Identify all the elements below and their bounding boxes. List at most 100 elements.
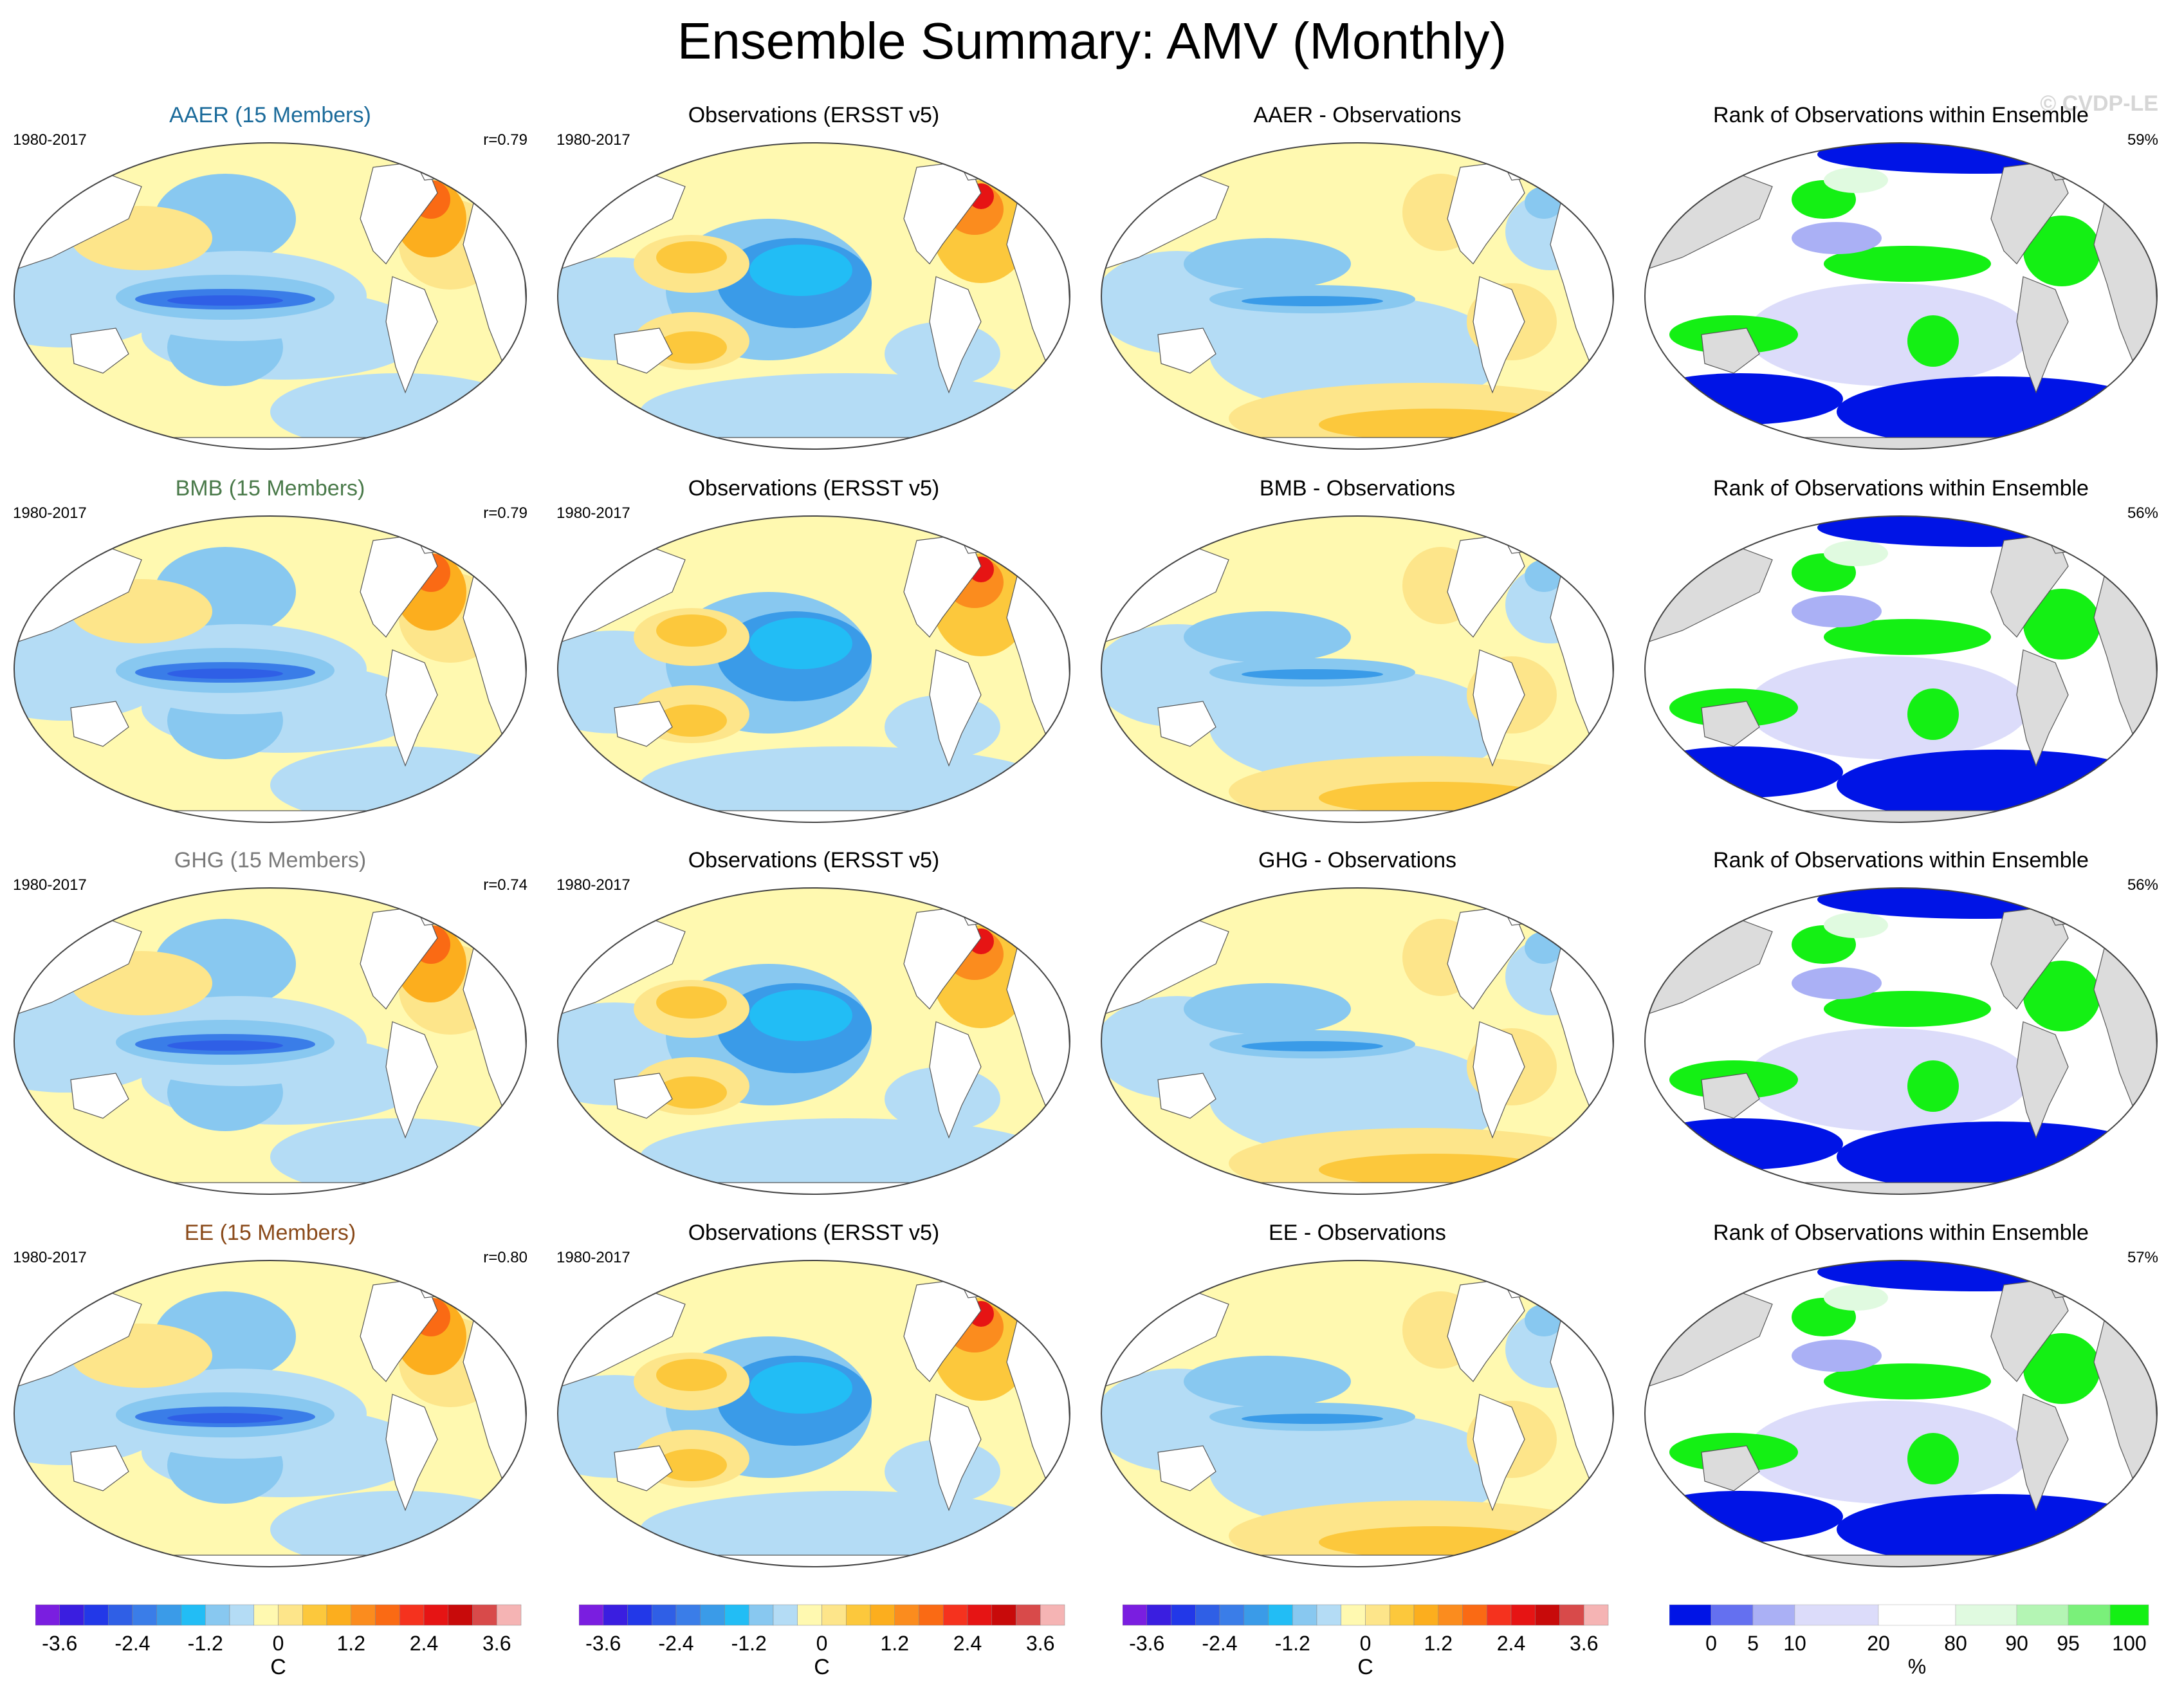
map-outline (1644, 887, 2158, 1195)
anomaly-region (2023, 1333, 2100, 1404)
colorbar-tick-label: -3.6 (1129, 1632, 1165, 1655)
panel-title: BMB - Observations (1259, 476, 1456, 501)
colorbar-swatch (278, 1604, 303, 1626)
period-label: 1980-2017 (13, 876, 87, 894)
colorbar-swatch (1390, 1604, 1415, 1626)
colorbar-swatch (1146, 1604, 1171, 1626)
map-outline (1101, 1260, 1614, 1567)
panel-title: AAER - Observations (1253, 103, 1462, 127)
colorbar-tick-label: 2.4 (409, 1632, 439, 1655)
anomaly-region (1184, 611, 1351, 663)
land-mass (70, 701, 129, 747)
colorbar-swatch (700, 1604, 725, 1626)
colorbar-unit: C (1357, 1655, 1373, 1679)
colorbar-swatch (870, 1604, 895, 1626)
colorbar-swatch (1123, 1604, 1147, 1626)
anomaly-region (1747, 1028, 2030, 1131)
anomaly-region (1824, 1285, 1888, 1311)
colorbar-swatch (423, 1604, 448, 1626)
anomaly-region (1747, 1401, 2030, 1504)
anomaly-region (1837, 750, 2157, 820)
colorbar-swatch (1365, 1604, 1390, 1626)
colorbar-swatch (652, 1604, 677, 1626)
colorbar-tick-label: 0 (272, 1632, 284, 1655)
anomaly-region (1824, 991, 1991, 1027)
map-outline (557, 515, 1070, 823)
panel-title: Observations (ERSST v5) (688, 476, 940, 501)
colorbar-swatch (943, 1604, 968, 1626)
map-panel-diff: GHG - Observations (1100, 848, 1615, 1195)
land-mass (929, 1021, 982, 1139)
anomaly-region (656, 1449, 727, 1481)
anomaly-region (1792, 1340, 1882, 1372)
colorbar-swatch (1195, 1604, 1220, 1626)
anomaly-region (1209, 1041, 1505, 1157)
panel-title: Rank of Observations within Ensemble (1713, 1221, 2089, 1245)
land-mass (1473, 1394, 1525, 1511)
map-outline (1644, 142, 2158, 450)
anomaly-region (1319, 1526, 1550, 1558)
map-panel-obs: Observations (ERSST v5) 1980-2017 (556, 848, 1071, 1195)
map-panel-rank: Rank of Observations within Ensemble 59% (1644, 103, 2158, 450)
map-model (14, 142, 527, 450)
colorbar-swatch (1040, 1604, 1065, 1626)
period-label: 1980-2017 (13, 504, 87, 522)
anomaly-region (1824, 540, 1888, 566)
anomaly-region (167, 1040, 283, 1051)
colorbar-swatch (181, 1604, 206, 1626)
colorbar-tick-label: 95 (2057, 1632, 2080, 1655)
map-model (14, 887, 527, 1195)
colorbar-tick-label: 5 (1747, 1632, 1759, 1655)
colorbar-swatch (59, 1604, 84, 1626)
anomaly-region (1319, 409, 1550, 441)
land-mass (385, 1394, 438, 1511)
land-mass (70, 1073, 129, 1119)
map-outline (14, 1260, 527, 1567)
colorbar-swatch (399, 1604, 425, 1626)
map-outline (557, 887, 1070, 1195)
map-diff (1101, 142, 1614, 450)
land-mass (1157, 1445, 1216, 1491)
colorbar-tick-label: 20 (1867, 1632, 1890, 1655)
colorbar-swatch (603, 1604, 628, 1626)
colorbar-swatch (253, 1604, 279, 1626)
colorbar-swatch (1341, 1604, 1366, 1626)
anomaly-region (656, 1076, 727, 1109)
map-outline (1101, 142, 1614, 450)
colorbar-unit: C (270, 1655, 286, 1679)
anomaly-region (2023, 961, 2100, 1031)
correlation-label: r=0.80 (483, 1249, 528, 1266)
anomaly-region (749, 1362, 852, 1414)
map-panel-diff: AAER - Observations (1100, 103, 1615, 450)
colorbar-temperature-2: -3.6 -2.4 -1.2 0 1.2 2.4 3.6 C (579, 1603, 1068, 1681)
land-mass (929, 276, 982, 394)
map-panel-model: BMB (15 Members) 1980-2017 r=0.79 (13, 476, 528, 824)
map-outline (14, 515, 527, 823)
colorbar-swatch (1438, 1604, 1463, 1626)
colorbar-swatch (35, 1604, 60, 1626)
colorbar-swatch (627, 1604, 652, 1626)
land-mass (2016, 649, 2069, 767)
colorbar-tick-label: -2.4 (1202, 1632, 1238, 1655)
map-outline (14, 142, 527, 450)
anomaly-region (1319, 782, 1550, 814)
land-mass (1157, 1073, 1216, 1119)
map-panel-rank: Rank of Observations within Ensemble 56% (1644, 848, 2158, 1195)
colorbar-tick-label: -3.6 (585, 1632, 621, 1655)
panel-title: GHG - Observations (1258, 848, 1456, 872)
anomaly-region (2023, 216, 2100, 286)
map-obs (557, 1260, 1070, 1567)
colorbar-swatch (326, 1604, 351, 1626)
anomaly-region (749, 990, 852, 1041)
land-mass (385, 649, 438, 767)
map-diff (1101, 1260, 1614, 1567)
map-rank (1644, 1260, 2158, 1567)
anomaly-region (1837, 1494, 2157, 1565)
colorbar-swatch (1268, 1604, 1293, 1626)
colorbar-tick-label: -1.2 (187, 1632, 223, 1655)
colorbar-swatch (797, 1604, 822, 1626)
colorbar-swatch (1316, 1604, 1341, 1626)
colorbar-swatch (2016, 1604, 2069, 1626)
colorbar-swatch (846, 1604, 871, 1626)
anomaly-region (1242, 1414, 1383, 1424)
